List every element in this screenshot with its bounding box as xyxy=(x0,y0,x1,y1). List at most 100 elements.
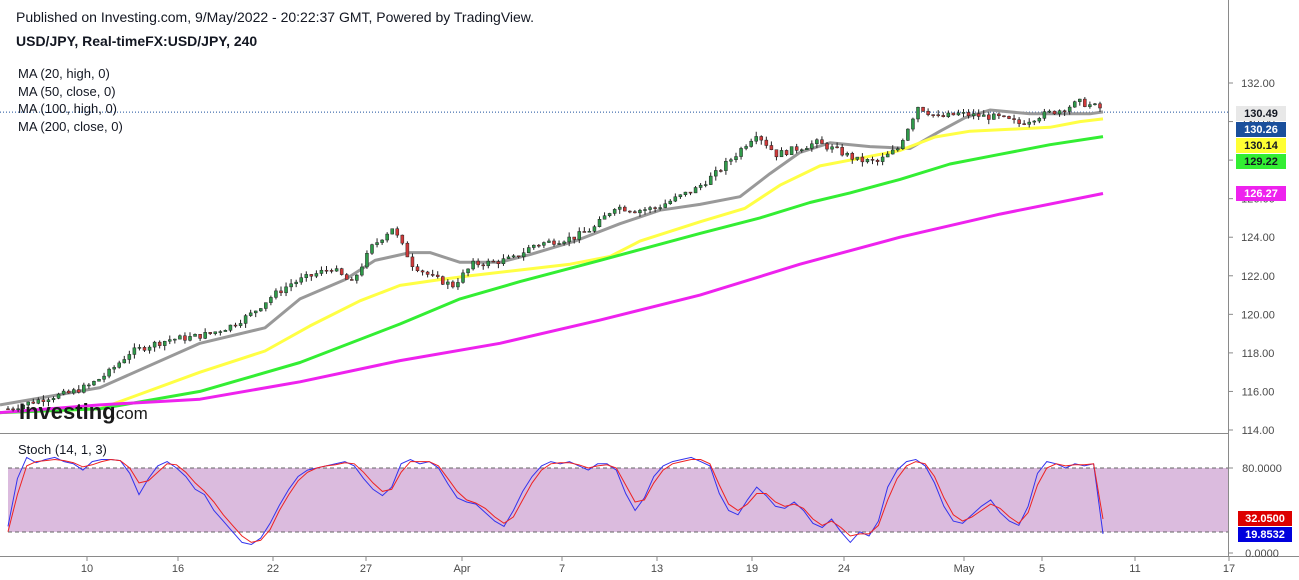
candle-body xyxy=(350,279,354,281)
candle-body xyxy=(981,114,986,117)
legend-ma-100: MA (100, high, 0) xyxy=(18,101,117,116)
candle-body xyxy=(112,367,116,370)
candle-body xyxy=(774,149,779,158)
candle-body xyxy=(911,118,915,130)
candle-body xyxy=(673,196,678,202)
published-caption: Published on Investing.com, 9/May/2022 -… xyxy=(16,9,535,25)
candle-body xyxy=(248,312,253,316)
candle-body xyxy=(344,274,349,280)
candle-body xyxy=(233,324,238,327)
candle-body xyxy=(496,261,501,264)
stochastic-lines xyxy=(7,456,1104,546)
candle-body xyxy=(456,282,460,288)
price-tick-label: 118.00 xyxy=(1242,348,1275,360)
candle-body xyxy=(739,148,743,157)
candle-body xyxy=(6,408,10,411)
candle-body xyxy=(693,187,698,194)
time-tick-label: May xyxy=(954,563,975,575)
candle-body xyxy=(597,219,602,227)
candle-body xyxy=(132,347,137,355)
price-tick-label: 122.00 xyxy=(1241,271,1275,283)
candle-body xyxy=(759,136,764,141)
candle-body xyxy=(193,334,197,337)
candle-body xyxy=(385,233,389,241)
candle-body xyxy=(228,324,233,331)
candle-body xyxy=(719,170,723,172)
candle-body xyxy=(466,268,470,274)
candle-body xyxy=(582,231,587,233)
price-tag-bg xyxy=(1236,138,1286,153)
ma-line xyxy=(0,135,1104,415)
candle-body xyxy=(16,408,20,410)
candle-body xyxy=(521,252,526,258)
legend-ma-50: MA (50, close, 0) xyxy=(18,83,116,99)
candle-body xyxy=(173,338,177,341)
candle-body xyxy=(142,347,147,351)
candle-body xyxy=(648,207,652,210)
candle-body xyxy=(643,209,647,211)
candle-body xyxy=(51,398,56,401)
candle-body xyxy=(82,384,86,393)
logo-suffix: .com xyxy=(111,404,148,423)
candle-body xyxy=(623,206,627,212)
candle-body xyxy=(825,143,829,150)
candle-body xyxy=(198,334,202,339)
candle-body xyxy=(663,203,667,208)
candle-body xyxy=(390,228,394,235)
candle-body xyxy=(31,401,36,404)
time-tick-label: 22 xyxy=(267,563,279,575)
candle-body xyxy=(203,332,207,339)
price-tag-label: 130.49 xyxy=(1244,108,1278,120)
candle-body xyxy=(840,147,844,156)
candle-body xyxy=(415,266,420,272)
candle-body xyxy=(435,274,440,277)
time-tick-label: 24 xyxy=(838,563,850,575)
candle-body xyxy=(966,112,971,117)
candle-body xyxy=(946,112,951,117)
candle-body xyxy=(805,148,809,150)
candle-body xyxy=(1098,103,1102,109)
candle-body xyxy=(845,153,849,156)
time-tick-label: 11 xyxy=(1129,563,1140,575)
candle-body xyxy=(339,268,344,275)
candle-body xyxy=(1057,110,1062,115)
candle-body xyxy=(683,191,688,195)
candle-body xyxy=(92,381,96,386)
candle-body xyxy=(208,332,212,334)
time-tick-label: 16 xyxy=(172,563,184,575)
investing-logo: Investing .com xyxy=(19,399,148,424)
candle-body xyxy=(997,113,1001,117)
price-tick-label: 114.00 xyxy=(1242,425,1275,437)
candle-body xyxy=(213,331,218,334)
candle-body xyxy=(769,145,774,150)
price-tags: 130.49 130.26 130.14 129.22 126.27 xyxy=(1236,106,1286,201)
candle-body xyxy=(860,156,865,163)
candle-body xyxy=(279,290,283,294)
candle-body xyxy=(633,211,637,214)
legend-ma-200: MA (200, close, 0) xyxy=(18,118,123,134)
candle-body xyxy=(405,242,410,258)
symbol-title: USD/JPY, Real-timeFX:USD/JPY, 240 xyxy=(16,33,258,49)
candle-body xyxy=(987,114,991,120)
price-tick-label: 124.00 xyxy=(1241,232,1275,244)
candle-body xyxy=(612,209,617,214)
candle-body xyxy=(779,150,784,158)
logo-main: Investing xyxy=(19,399,116,424)
candle-body xyxy=(577,231,582,240)
candle-body xyxy=(1062,110,1067,112)
candle-body xyxy=(961,112,966,114)
candle-body xyxy=(491,260,496,263)
candle-body xyxy=(810,143,814,149)
candle-body xyxy=(815,139,819,145)
candle-body xyxy=(511,255,516,258)
price-tick-label: 116.00 xyxy=(1242,386,1275,398)
candle-body xyxy=(799,149,804,151)
candle-body xyxy=(294,281,298,285)
candle-body xyxy=(102,375,106,380)
candle-body xyxy=(1042,111,1047,119)
stoch-tick-label: 0.0000 xyxy=(1245,548,1279,560)
candle-body xyxy=(1032,120,1037,123)
candle-body xyxy=(425,271,430,275)
price-tag-label: 126.27 xyxy=(1244,188,1278,200)
candle-body xyxy=(865,159,870,163)
